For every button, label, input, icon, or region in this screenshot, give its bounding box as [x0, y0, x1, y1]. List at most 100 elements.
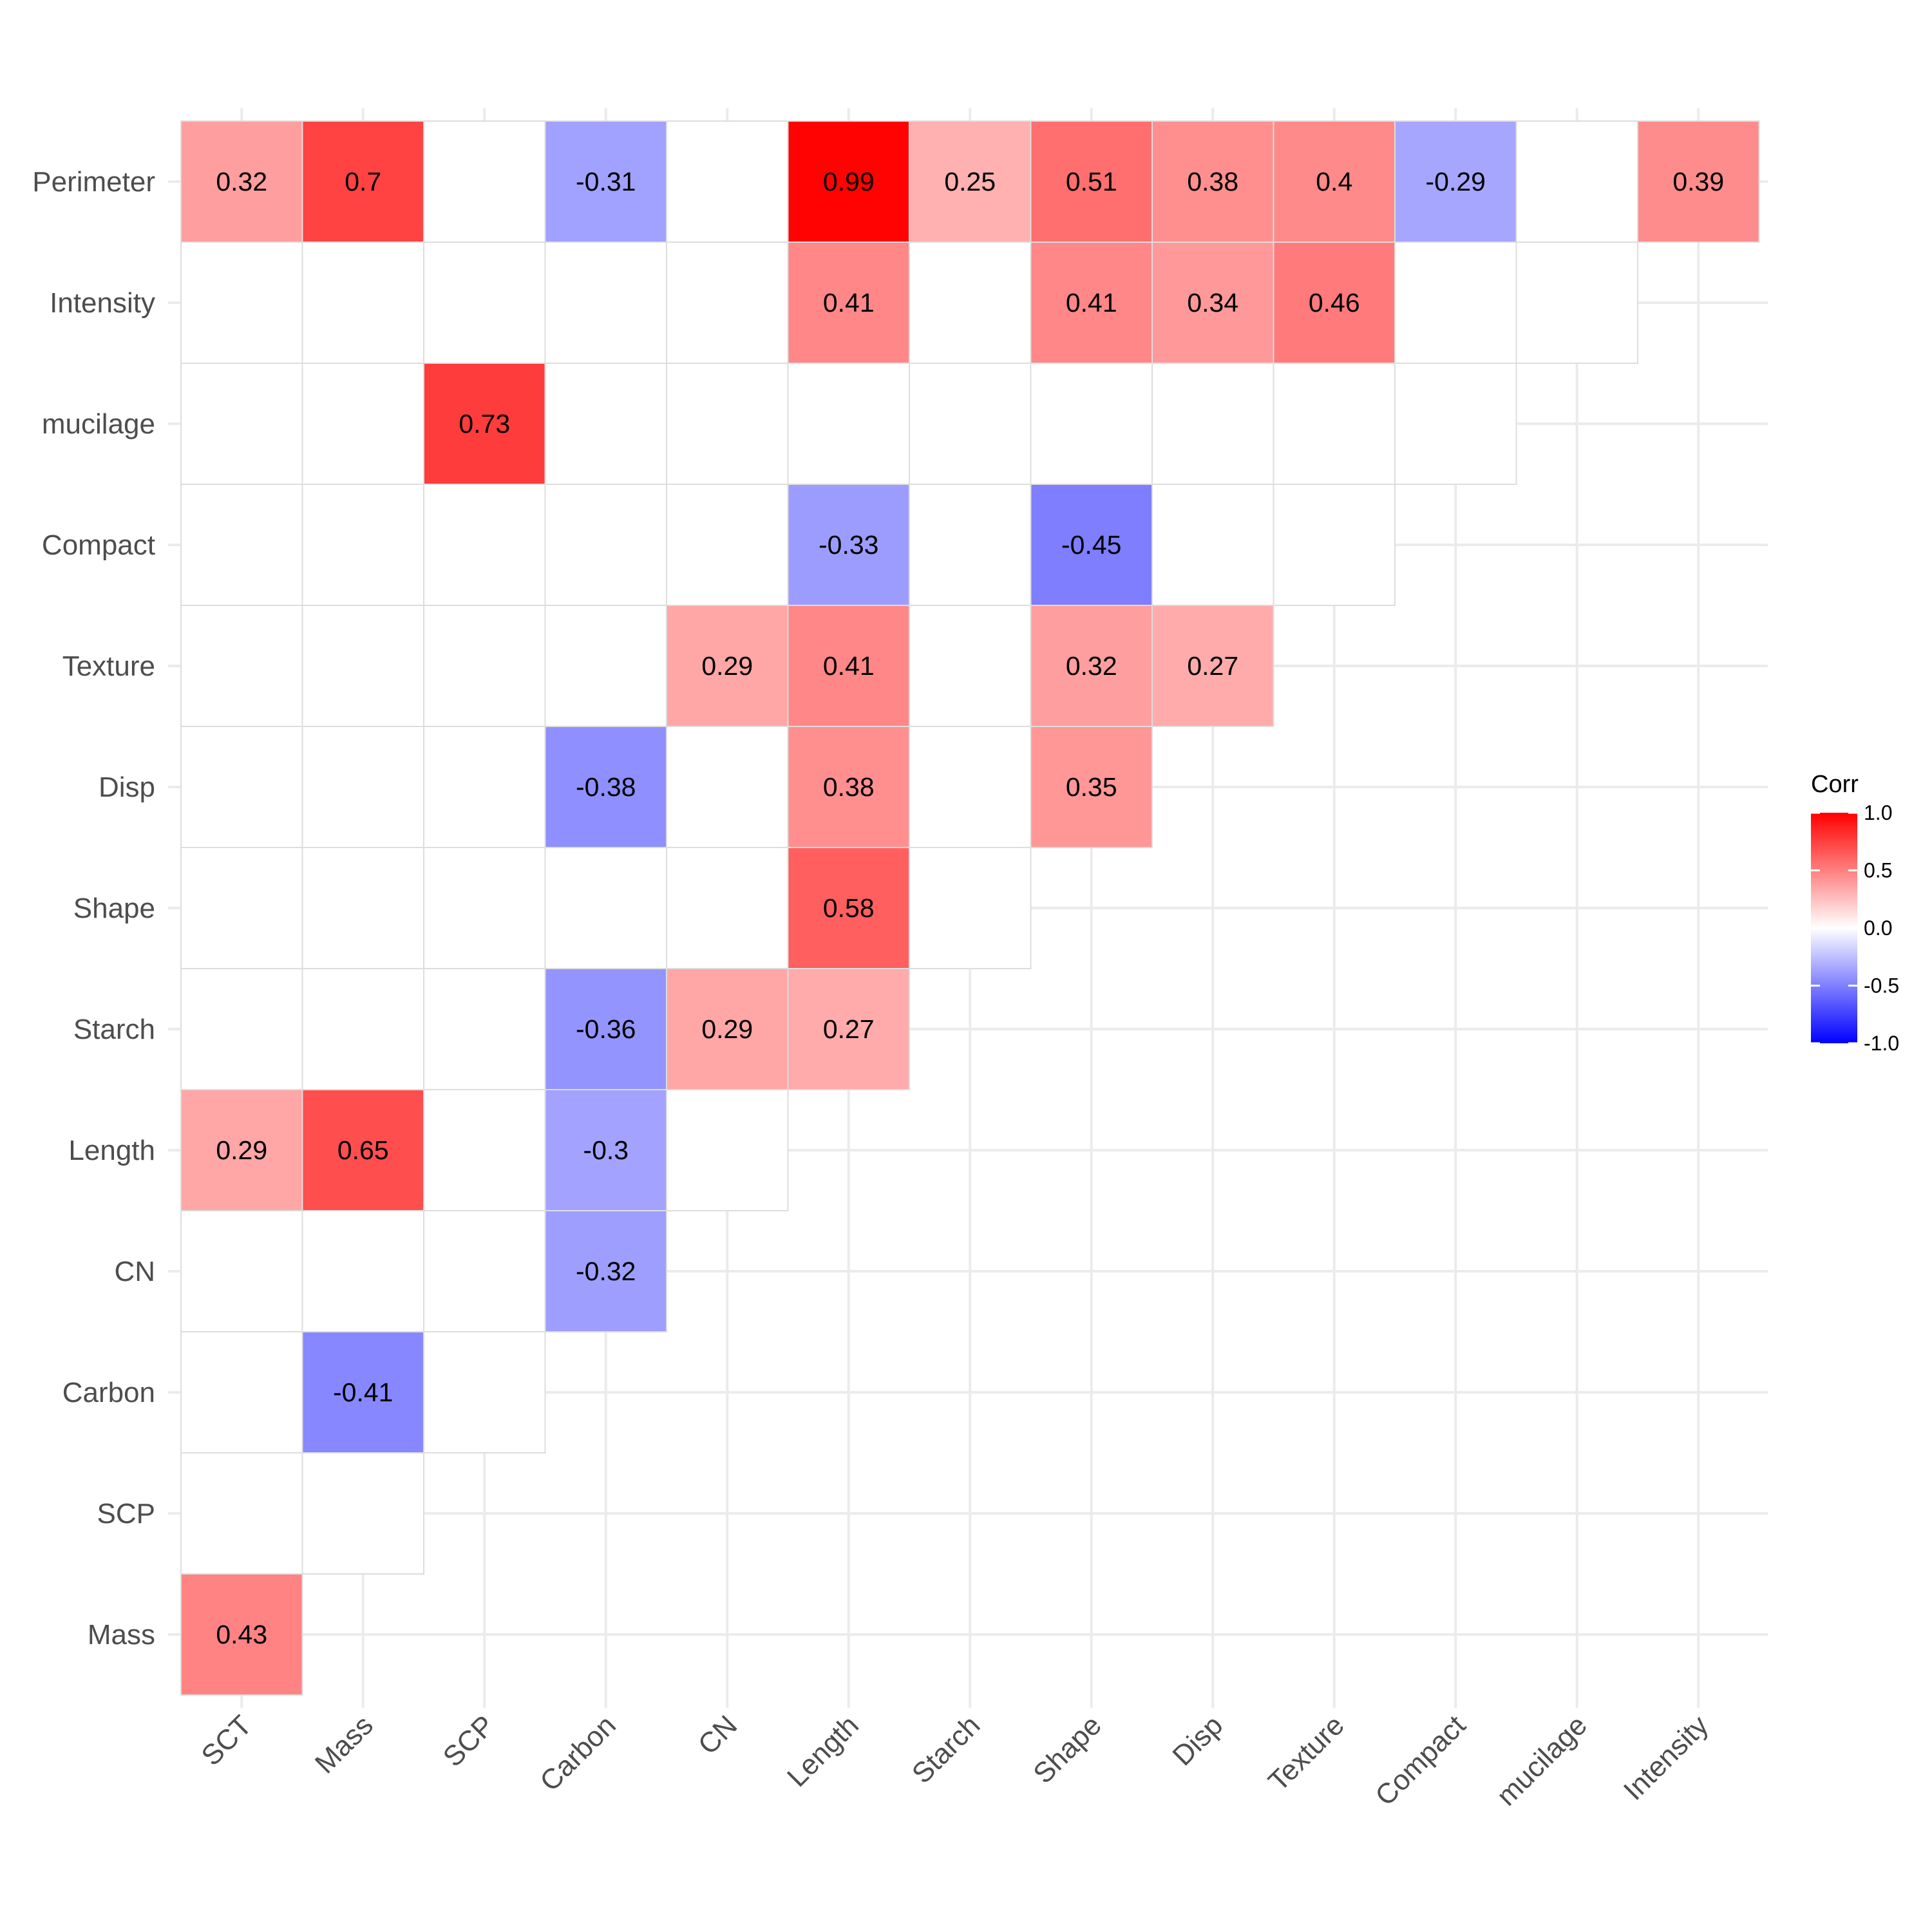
heatmap-cell-compact-scp: [423, 484, 546, 606]
cell-label-intensity-shape: 0.41: [1066, 288, 1117, 317]
heatmap-cell-carbon-scp: [423, 1331, 546, 1454]
legend-tick-label: 0.0: [1864, 916, 1892, 940]
heatmap-cell-length-mass: [301, 1089, 424, 1211]
heatmap-cell-perimeter-cn: [666, 120, 789, 243]
y-tick-label-texture: Texture: [62, 650, 155, 682]
heatmap-cell-scp-mass: [301, 1452, 424, 1575]
legend-tick-label: -1.0: [1864, 1032, 1899, 1055]
y-tick-label-disp: Disp: [99, 772, 155, 803]
heatmap-cell-disp-sct: [180, 726, 303, 848]
y-tick-label-perimeter: Perimeter: [32, 166, 155, 198]
cell-label-texture-disp: 0.27: [1187, 651, 1238, 681]
cell-label-length-carbon: -0.3: [583, 1135, 629, 1165]
cell-label-compact-shape: -0.45: [1061, 530, 1121, 560]
heatmap-cell-mucilage-disp: [1151, 363, 1274, 485]
heatmap-cell-texture-disp: [1151, 605, 1274, 727]
heatmap-cell-perimeter-mucilage: [1515, 120, 1638, 243]
y-tick-label-carbon: Carbon: [62, 1377, 155, 1408]
cell-label-texture-length: 0.41: [823, 651, 875, 681]
cell-label-disp-length: 0.38: [823, 772, 875, 802]
heatmap-cell-shape-carbon: [544, 847, 667, 969]
heatmap-cell-perimeter-sct: [180, 120, 303, 243]
heatmap-cell-disp-shape: [1030, 726, 1153, 848]
heatmap-cell-compact-carbon: [544, 484, 667, 606]
cell-label-shape-length: 0.58: [823, 893, 875, 923]
heatmap-cell-cn-sct: [180, 1210, 303, 1332]
cell-label-perimeter-mass: 0.7: [345, 167, 381, 196]
y-tick-label-intensity: Intensity: [50, 287, 155, 319]
cell-label-perimeter-texture: 0.4: [1316, 167, 1352, 196]
heatmap-cell-perimeter-starch: [909, 120, 1032, 243]
heatmap-cell-starch-cn: [666, 968, 789, 1090]
heatmap-cell-length-scp: [423, 1089, 546, 1211]
heatmap-cell-intensity-starch: [909, 242, 1032, 364]
heatmap-cell-intensity-disp: [1151, 242, 1274, 364]
heatmap-cell-shape-mass: [301, 847, 424, 969]
cell-label-texture-shape: 0.32: [1066, 651, 1117, 681]
y-tick-label-starch: Starch: [73, 1014, 155, 1045]
heatmap-cell-shape-starch: [909, 847, 1032, 969]
cell-label-perimeter-length: 0.99: [823, 167, 875, 196]
legend-tick-label: 1.0: [1864, 801, 1892, 824]
heatmap-cell-intensity-carbon: [544, 242, 667, 364]
heatmap-cell-carbon-mass: [301, 1331, 424, 1454]
y-axis: Mass SCP Carbon CN Length Starch Shape Disp Text…: [32, 166, 155, 1651]
heatmap-cell-texture-mass: [301, 605, 424, 727]
cell-label-mucilage-scp: 0.73: [459, 409, 510, 439]
heatmap-cell-perimeter-shape: [1030, 120, 1153, 243]
cell-label-perimeter-starch: 0.25: [944, 167, 996, 196]
heatmap-cell-disp-scp: [423, 726, 546, 848]
heatmap-cell-compact-length: [787, 484, 910, 606]
y-tick-label-compact: Compact: [42, 529, 155, 561]
cell-label-intensity-texture: 0.46: [1309, 288, 1360, 317]
y-tick-label-scp: SCP: [97, 1498, 155, 1530]
cell-label-length-mass: 0.65: [337, 1135, 389, 1165]
y-tick-label-mass: Mass: [88, 1619, 155, 1651]
cell-label-starch-length: 0.27: [823, 1014, 875, 1044]
heatmap-cell-texture-cn: [666, 605, 789, 727]
heatmap-cell-disp-starch: [909, 726, 1032, 848]
heatmap-cell-perimeter-length: [787, 120, 910, 243]
heatmap-cell-perimeter-texture: [1273, 120, 1396, 243]
heatmap-cell-length-cn: [666, 1089, 789, 1211]
heatmap-cell-mucilage-cn: [666, 363, 789, 485]
cell-label-perimeter-compact: -0.29: [1426, 167, 1486, 196]
heatmap-cell-perimeter-mass: [301, 120, 424, 243]
heatmap-cell-intensity-compact: [1394, 242, 1517, 364]
heatmap-cell-compact-sct: [180, 484, 303, 606]
cell-label-mass-sct: 0.43: [216, 1620, 267, 1649]
cell-label-disp-shape: 0.35: [1066, 772, 1117, 802]
heatmap-cell-starch-mass: [301, 968, 424, 1090]
cell-label-length-sct: 0.29: [216, 1135, 267, 1165]
heatmap-cell-starch-carbon: [544, 968, 667, 1090]
legend-tick-label: -0.5: [1864, 974, 1899, 998]
legend-tick-label: 0.5: [1864, 859, 1892, 882]
legend-title: Corr: [1811, 771, 1859, 798]
heatmap-cell-cn-carbon: [544, 1210, 667, 1332]
cell-label-texture-cn: 0.29: [701, 651, 753, 681]
heatmap-cell-intensity-mucilage: [1515, 242, 1638, 364]
cell-label-starch-carbon: -0.36: [576, 1014, 636, 1044]
cell-label-perimeter-sct: 0.32: [216, 167, 267, 196]
heatmap-cell-mucilage-starch: [909, 363, 1032, 485]
heatmap-cell-intensity-length: [787, 242, 910, 364]
heatmap-cell-cn-scp: [423, 1210, 546, 1332]
cell-label-intensity-length: 0.41: [823, 288, 875, 317]
heatmap-cell-texture-carbon: [544, 605, 667, 727]
cell-label-perimeter-shape: 0.51: [1066, 167, 1117, 196]
heatmap-cell-mucilage-mass: [301, 363, 424, 485]
cell-label-perimeter-intensity: 0.39: [1672, 167, 1724, 196]
heatmap-cell-texture-shape: [1030, 605, 1153, 727]
heatmap-cell-disp-carbon: [544, 726, 667, 848]
heatmap-cell-perimeter-disp: [1151, 120, 1274, 243]
cell-label-starch-cn: 0.29: [701, 1014, 753, 1044]
cell-label-cn-carbon: -0.32: [576, 1256, 636, 1286]
heatmap-cell-starch-scp: [423, 968, 546, 1090]
heatmap-cell-perimeter-intensity: [1637, 120, 1760, 243]
heatmap-cell-mucilage-shape: [1030, 363, 1153, 485]
heatmap-cell-intensity-scp: [423, 242, 546, 364]
y-tick-label-mucilage: mucilage: [42, 408, 155, 440]
heatmap-cell-mucilage-texture: [1273, 363, 1396, 485]
heatmap-cell-disp-mass: [301, 726, 424, 848]
